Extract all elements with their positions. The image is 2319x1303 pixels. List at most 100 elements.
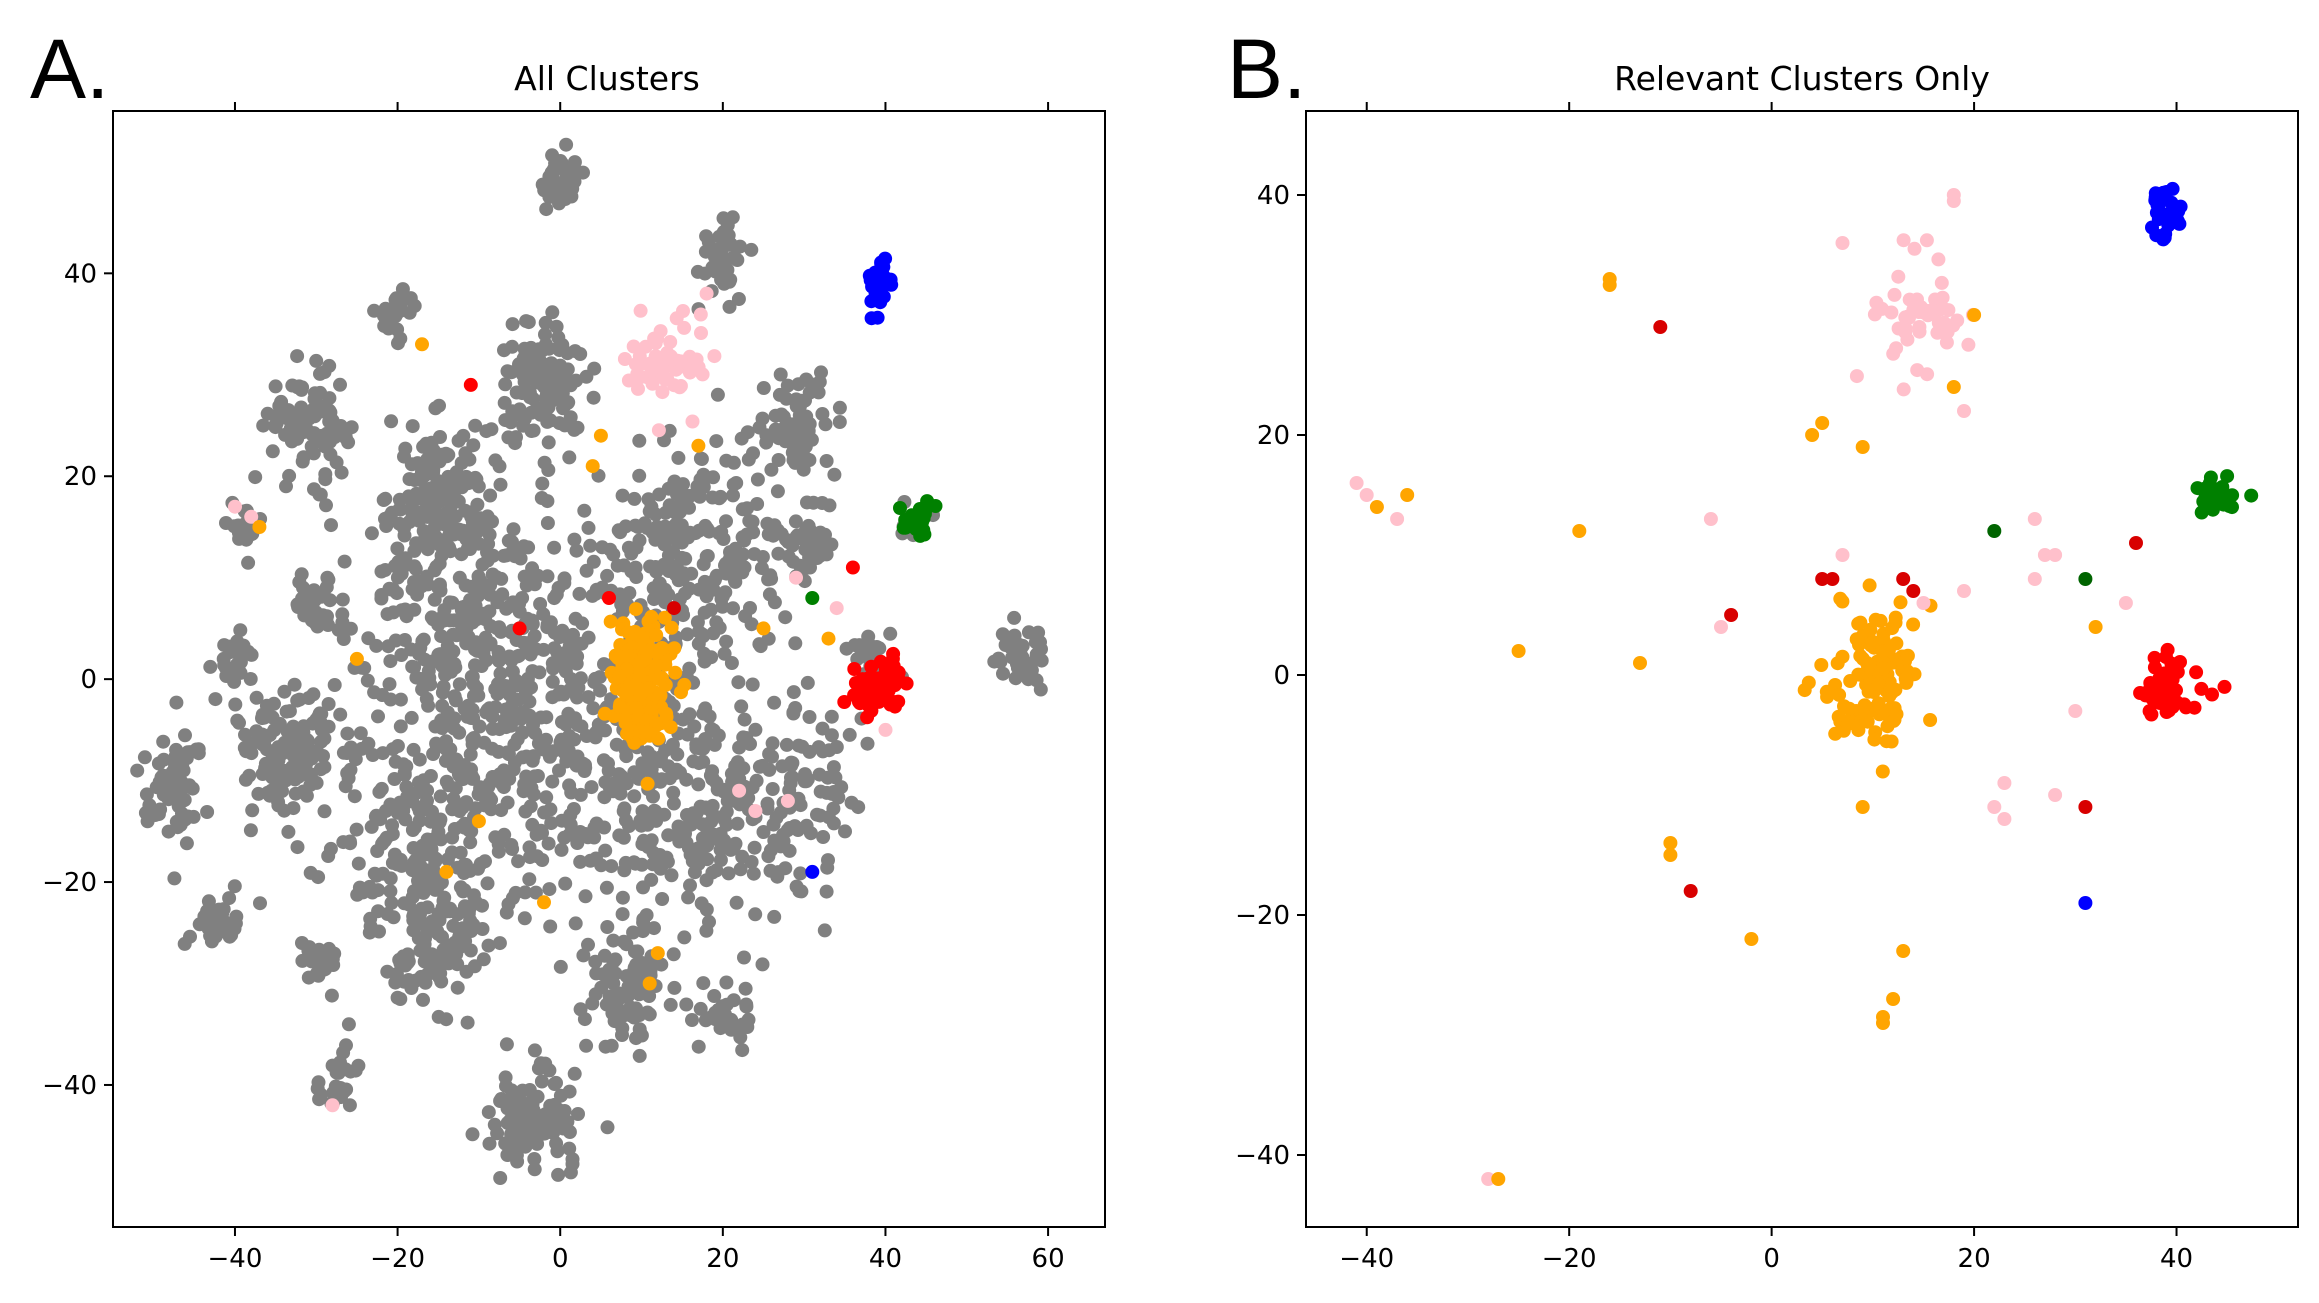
scatter-point-gray [334,465,349,480]
scatter-point-gray [813,784,828,799]
scatter-point-gray [447,757,461,772]
scatter-point-gray [317,804,332,819]
scatter-point-gray [458,578,473,593]
scatter-point-gray [579,1038,594,1053]
panel-a-ticks: −40 −20 0 20 40 60 −40 −20 0 20 40 [42,102,1065,1274]
scatter-point-red [2142,704,2157,719]
scatter-point-orange [1906,617,1921,632]
scatter-point-pink [325,1098,340,1113]
scatter-point-gray [290,693,305,708]
scatter-point-pink [685,414,700,429]
scatter-point-gray [208,692,223,707]
scatter-point-pink [2037,548,2052,562]
scatter-point-pink [699,286,714,301]
x-tick-label: −40 [208,1244,263,1274]
scatter-point-orange [593,428,608,443]
scatter-point-gray [384,895,399,910]
scatter-point-orange [1842,701,1857,716]
scatter-point-orange [655,641,669,655]
scatter-point-gray [337,554,352,569]
scatter-point-gray [516,635,531,650]
scatter-point-orange [667,641,682,656]
scatter-point-gray [203,659,218,674]
scatter-point-gray [784,770,798,785]
scatter-point-gray [445,595,460,610]
scatter-point-gray [863,638,878,653]
scatter-point-gray [614,597,629,612]
scatter-point-gray [768,422,783,437]
scatter-point-orange [1862,578,1877,593]
scatter-point-gray [540,516,555,530]
scatter-point-gray [741,1012,756,1027]
scatter-point-gray [539,379,553,394]
scatter-point-gray [545,305,560,320]
scatter-point-gray [719,817,734,832]
scatter-point-gray [185,781,200,796]
scatter-point-gray [726,488,740,503]
scatter-point-gray [622,586,637,600]
scatter-point-gray [543,919,558,934]
scatter-point-green [896,520,911,535]
scatter-point-gray [767,909,782,924]
scatter-point-gray [287,677,302,692]
scatter-point-gray [390,739,405,753]
scatter-point-gray [719,566,734,581]
scatter-point-orange [1871,677,1886,692]
scatter-point-gray [567,532,582,547]
scatter-point-gray [332,1062,347,1077]
panel-a: A. All Clusters −40 −20 0 20 40 60 −40 −20 0 20 40 [30,22,1106,1274]
scatter-point-gray [773,367,788,382]
scatter-point-gray [632,468,647,483]
scatter-point-gray [525,753,540,768]
scatter-point-orange [633,629,648,644]
panel-b: B. Relevant Clusters Only −40 −20 0 20 40−40… [1227,22,2299,1274]
scatter-point-gray [501,1099,516,1114]
scatter-point-gray [587,830,602,845]
scatter-point-orange [1857,698,1872,713]
scatter-point-gray [281,411,296,426]
scatter-point-gray [613,990,628,1005]
scatter-point-gray [557,650,572,665]
scatter-point-gray [680,627,695,642]
scatter-point-gray [737,950,751,965]
scatter-point-gray [264,746,279,761]
scatter-point-gray [526,391,540,406]
scatter-point-gray [468,598,483,613]
scatter-point-gray [569,543,584,558]
scatter-point-gray [464,505,479,520]
scatter-point-gray [772,387,787,402]
scatter-point-gray [200,805,215,819]
scatter-point-gray [351,856,366,871]
scatter-point-gray [541,435,556,450]
scatter-point-gray [493,651,508,666]
scatter-point-darkred [1815,572,1830,586]
scatter-point-orange [1602,278,1617,292]
scatter-point-gray [579,729,594,743]
scatter-point-gray [573,347,588,361]
x-tick-label: 0 [552,1244,569,1274]
scatter-point-pink [1891,269,1906,284]
scatter-point-gray [558,876,573,891]
scatter-point-gray [608,952,623,967]
scatter-point-green [2211,493,2226,507]
y-tick-label: 40 [1257,181,1290,211]
scatter-point-orange [1400,488,1415,502]
y-tick-label: 0 [1273,661,1290,691]
scatter-point-gray [543,1098,558,1113]
scatter-point-gray [277,803,292,818]
scatter-point-pink [1886,346,1901,361]
scatter-point-gray [464,762,478,777]
scatter-point-orange [1898,671,1913,686]
scatter-point-gray [160,770,175,785]
scatter-point-gray [816,830,831,844]
scatter-point-gray [648,560,663,574]
scatter-point-gray [448,693,463,708]
scatter-point-gray [564,172,579,187]
scatter-point-gray [448,509,463,524]
scatter-point-gray [827,467,842,482]
scatter-point-gray [296,413,311,428]
scatter-point-gray [547,540,562,555]
scatter-point-gray [525,664,540,679]
scatter-point-gray [434,447,449,462]
scatter-point-gray [635,763,650,778]
